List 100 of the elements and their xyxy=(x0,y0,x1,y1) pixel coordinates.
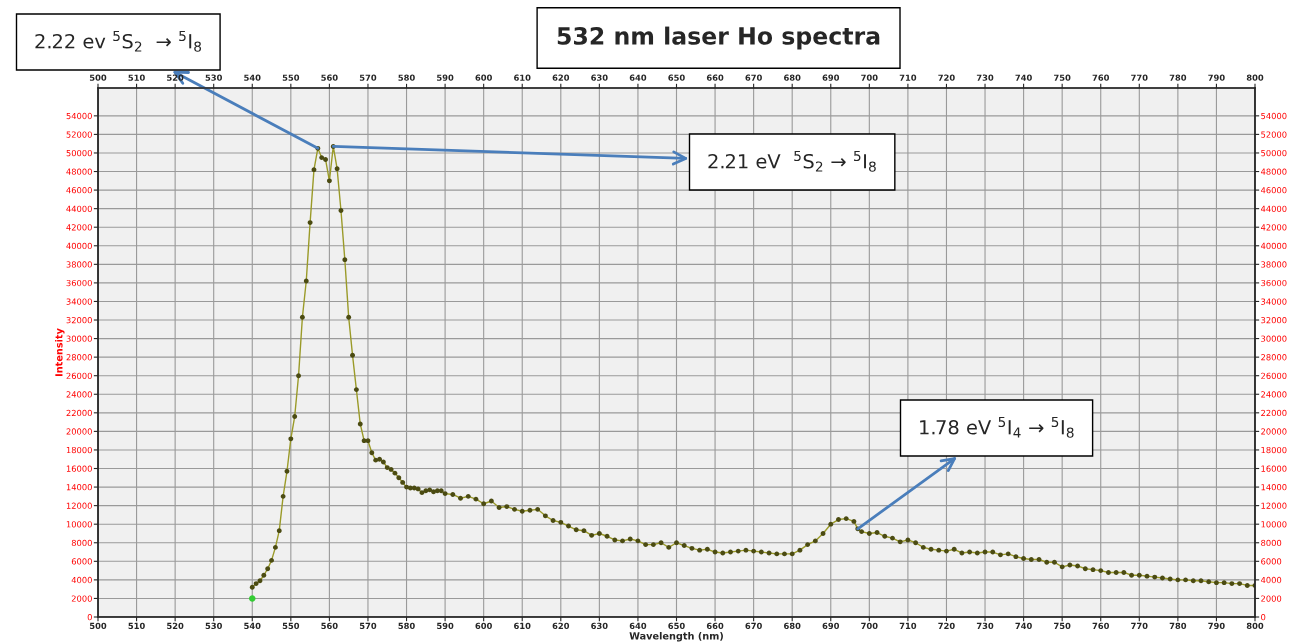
x2-tick-label: 610 xyxy=(514,74,531,81)
x2-tick-label: 530 xyxy=(205,74,222,81)
x2-tick-label: 760 xyxy=(1092,74,1110,81)
y-tick-label: 34000 xyxy=(66,298,92,305)
y2-tick-label: 16000 xyxy=(1261,465,1287,472)
y-tick-label: 10000 xyxy=(66,521,92,528)
y-tick-label: 22000 xyxy=(66,409,92,417)
y-tick-label: 48000 xyxy=(66,168,92,175)
x2-tick-label: 770 xyxy=(1131,74,1148,81)
x-tick-label: 710 xyxy=(899,622,917,630)
x2-tick-label: 730 xyxy=(976,74,994,81)
y-tick-label: 4000 xyxy=(71,576,92,584)
x2-tick-label: 590 xyxy=(437,74,454,81)
y2-tick-label: 14000 xyxy=(1261,484,1287,491)
y2-tick-label: 12000 xyxy=(1261,502,1287,509)
x-tick-label: 760 xyxy=(1092,622,1110,630)
annotation: 2.22 ev $^{5}$S$_{2}$ → $^{5}$I$_{8}$ xyxy=(35,30,202,52)
y-tick-label: 46000 xyxy=(66,187,92,194)
x-tick-label: 620 xyxy=(552,622,570,630)
x-tick-label: 530 xyxy=(205,622,222,630)
x2-tick-label: 630 xyxy=(591,74,608,81)
y-tick-label: 14000 xyxy=(66,484,92,491)
y-tick-label: 20000 xyxy=(66,428,92,435)
x2-tick-label: 570 xyxy=(359,74,377,81)
x2-tick-label: 550 xyxy=(282,74,300,81)
y-tick-label: 18000 xyxy=(66,446,92,454)
y2-tick-label: 0 xyxy=(1261,613,1266,621)
x-tick-label: 590 xyxy=(437,622,454,630)
x-tick-label: 580 xyxy=(398,622,415,630)
x2-tick-label: 670 xyxy=(745,74,762,81)
x-tick-label: 630 xyxy=(591,622,608,630)
x2-tick-label: 510 xyxy=(128,74,145,81)
x-tick-label: 780 xyxy=(1169,622,1187,630)
x-tick-label: 570 xyxy=(359,622,377,630)
y2-tick-label: 20000 xyxy=(1261,428,1287,435)
y2-tick-label: 40000 xyxy=(1260,242,1287,250)
x2-tick-label: 540 xyxy=(244,74,261,81)
chart-title: 532 nm laser Ho spectra xyxy=(557,26,880,50)
y2-tick-label: 18000 xyxy=(1261,446,1287,454)
y-tick-label: 8000 xyxy=(71,539,92,547)
x-tick-label: 800 xyxy=(1246,622,1264,630)
x-tick-label: 500 xyxy=(89,622,107,630)
y2-tick-label: 38000 xyxy=(1261,261,1287,268)
y2-tick-label: 4000 xyxy=(1260,576,1282,584)
x2-tick-label: 800 xyxy=(1246,74,1264,81)
x2-tick-label: 790 xyxy=(1208,74,1225,81)
x2-tick-label: 700 xyxy=(861,74,878,81)
x-tick-label: 720 xyxy=(938,622,955,630)
y2-tick-label: 54000 xyxy=(1261,112,1287,120)
y-tick-label: 42000 xyxy=(66,224,92,231)
y2-tick-label: 30000 xyxy=(1261,335,1287,342)
y2-tick-label: 22000 xyxy=(1261,409,1287,417)
y-tick-label: 44000 xyxy=(66,205,92,212)
x2-tick-label: 690 xyxy=(822,74,840,81)
x-tick-label: 770 xyxy=(1131,622,1148,630)
x2-tick-label: 780 xyxy=(1169,74,1187,81)
x2-tick-label: 750 xyxy=(1054,74,1071,81)
y-tick-label: 40000 xyxy=(66,242,92,250)
y-tick-label: 6000 xyxy=(71,558,92,565)
y-tick-label: 52000 xyxy=(66,131,92,138)
y2-tick-label: 32000 xyxy=(1261,317,1287,324)
y-tick-label: 16000 xyxy=(66,465,92,472)
y2-tick-label: 48000 xyxy=(1260,168,1287,175)
x-tick-label: 680 xyxy=(784,622,801,630)
y2-tick-label: 44000 xyxy=(1260,205,1287,212)
x-tick-label: 610 xyxy=(514,622,531,630)
y-tick-label: 50000 xyxy=(66,149,92,157)
y-tick-label: 0 xyxy=(87,613,92,621)
y2-tick-label: 6000 xyxy=(1261,558,1282,565)
y2-tick-label: 52000 xyxy=(1261,131,1287,138)
y2-tick-label: 36000 xyxy=(1261,279,1287,287)
x-tick-label: 730 xyxy=(976,622,994,630)
x-tick-label: 670 xyxy=(745,622,762,630)
y2-tick-label: 26000 xyxy=(1261,372,1287,379)
y2-tick-label: 10000 xyxy=(1261,521,1287,528)
y-tick-label: 12000 xyxy=(66,502,92,509)
y-tick-label: 26000 xyxy=(66,372,92,379)
y2-tick-label: 34000 xyxy=(1261,298,1287,305)
y-tick-label: 38000 xyxy=(66,261,92,268)
x-tick-label: 560 xyxy=(321,622,338,630)
x2-tick-label: 640 xyxy=(629,74,647,81)
annotation: 2.21 eV $^{5}$S$_{2}$ → $^{5}$I$_{8}$ xyxy=(708,150,876,172)
x2-tick-label: 600 xyxy=(475,74,492,81)
x2-tick-label: 650 xyxy=(668,74,685,81)
y-tick-label: 36000 xyxy=(66,279,92,287)
y-tick-label: 54000 xyxy=(66,112,92,120)
annotation: 1.78 eV $^{5}$I$_{4}$ → $^{5}$I$_{8}$ xyxy=(920,416,1074,438)
y-tick-label: 2000 xyxy=(71,595,92,602)
y2-tick-label: 2000 xyxy=(1261,595,1282,602)
x2-tick-label: 720 xyxy=(938,74,955,81)
x2-tick-label: 740 xyxy=(1015,74,1032,81)
y2-tick-label: 8000 xyxy=(1261,539,1282,547)
x2-tick-label: 580 xyxy=(398,74,415,81)
x-tick-label: 510 xyxy=(128,622,145,630)
x-tick-label: 520 xyxy=(167,622,184,630)
y2-tick-label: 24000 xyxy=(1261,391,1287,398)
x-tick-label: 650 xyxy=(668,622,685,630)
x-tick-label: 700 xyxy=(861,622,878,630)
x2-tick-label: 710 xyxy=(899,74,917,81)
y2-tick-label: 42000 xyxy=(1260,224,1287,231)
